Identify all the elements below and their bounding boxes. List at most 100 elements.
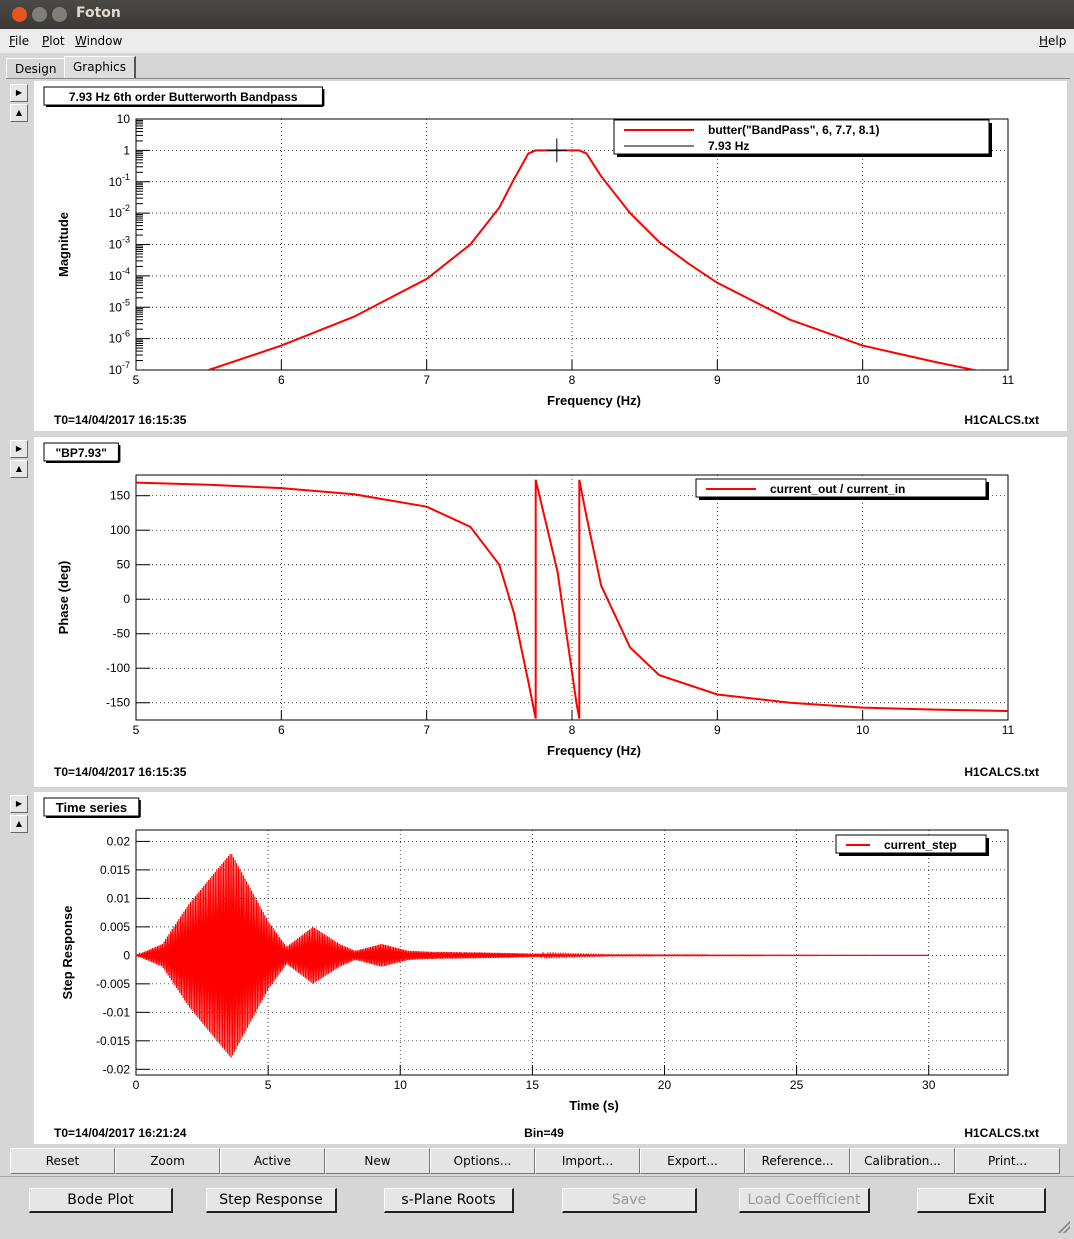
y-tick-label: 0.02 (107, 834, 131, 848)
x-tick-label: 0 (133, 1078, 140, 1092)
pad2-expand-right-icon[interactable]: ▶ (10, 440, 28, 458)
bode-plot-button[interactable]: Bode Plot (29, 1188, 173, 1213)
close-window-button[interactable] (12, 7, 27, 22)
phase-series-line (135, 479, 1009, 719)
active-button[interactable]: Active (220, 1148, 325, 1174)
start-time-label: T0=14/04/2017 16:21:24 (54, 1126, 187, 1140)
menu-file[interactable]: File (9, 34, 30, 48)
step-response-button[interactable]: Step Response (206, 1188, 337, 1213)
pad3-expand-right-icon[interactable]: ▶ (10, 795, 28, 813)
x-tick-label: 8 (569, 373, 576, 387)
plot-frame (135, 829, 1009, 1076)
magnitude-chart: 7.93 Hz 6th order Butterworth Bandpass Ma… (43, 86, 1039, 427)
x-tick-label: 6 (278, 373, 285, 387)
legend-entry: butter("BandPass", 6, 7.7, 8.1) (708, 123, 879, 137)
resize-grip-icon[interactable] (1058, 1221, 1070, 1233)
legend-box (695, 478, 987, 498)
s-plane-roots-button[interactable]: s-Plane Roots (384, 1188, 514, 1213)
file-name-label: H1CALCS.txt (964, 1126, 1039, 1140)
x-tick-label: 5 (133, 723, 140, 737)
menu-bar: File Plot Window Help (0, 29, 1074, 53)
y-tick-label: 0 (123, 948, 130, 962)
reset-button[interactable]: Reset (10, 1148, 115, 1174)
legend-box (613, 119, 990, 155)
export-button[interactable]: Export... (640, 1148, 745, 1174)
phase-plot-pad[interactable]: "BP7.93" Phase (deg) Frequency (Hz) T0=14/0… (34, 437, 1067, 787)
y-tick-label: 0.015 (100, 863, 130, 877)
print-button[interactable]: Print... (955, 1148, 1060, 1174)
y-tick-label: 100 (110, 523, 130, 537)
x-tick-label: 25 (790, 1078, 804, 1092)
y-axis-label: Magnitude (56, 212, 71, 277)
pad-title: "BP7.93" (55, 446, 106, 460)
y-tick-label: 10-1 (109, 172, 130, 189)
tab-graphics[interactable]: Graphics (64, 56, 136, 79)
x-tick-label: 9 (714, 373, 721, 387)
minimize-window-button[interactable] (32, 7, 47, 22)
graphics-panel: ▶ ▲ ▶ ▲ ▶ ▲ 7.93 Hz 6th order Butterwort… (6, 78, 1070, 1145)
legend-entry: current_step (884, 838, 957, 852)
bottom-action-bar: Bode Plot Step Response s-Plane Roots Save L… (0, 1176, 1074, 1239)
y-tick-label: 10-3 (109, 235, 130, 252)
y-tick-label: 150 (110, 489, 130, 503)
menu-plot[interactable]: Plot (42, 34, 65, 48)
pad1-collapse-up-icon[interactable]: ▲ (10, 104, 28, 122)
window-title: Foton (76, 5, 121, 21)
time-series-plot-pad[interactable]: Time series Step Response Time (s) T0=14/04… (34, 792, 1067, 1144)
x-tick-label: 8 (569, 723, 576, 737)
menu-help[interactable]: Help (1039, 34, 1067, 48)
calibration-button[interactable]: Calibration... (850, 1148, 955, 1174)
title-bar: Foton (0, 0, 1074, 29)
maximize-window-button[interactable] (52, 7, 67, 22)
y-tick-label: 1 (123, 143, 130, 157)
reference-button[interactable]: Reference... (745, 1148, 850, 1174)
exit-button[interactable]: Exit (917, 1188, 1046, 1213)
y-tick-label: -150 (106, 696, 130, 710)
y-tick-label: -0.015 (96, 1034, 130, 1048)
menu-window[interactable]: Window (75, 34, 123, 48)
start-time-label: T0=14/04/2017 16:15:35 (54, 413, 187, 427)
y-tick-label: 50 (117, 558, 131, 572)
load-coefficient-button[interactable]: Load Coefficient (739, 1188, 870, 1213)
pad1-expand-right-icon[interactable]: ▶ (10, 84, 28, 102)
x-axis-label: Frequency (Hz) (547, 393, 641, 408)
y-tick-label: 0 (123, 592, 130, 606)
step-response-chart: Time series Step Response Time (s) T0=14/04… (43, 797, 1039, 1140)
x-tick-label: 5 (265, 1078, 272, 1092)
options-button[interactable]: Options... (430, 1148, 535, 1174)
x-tick-label: 5 (133, 373, 140, 387)
x-tick-label: 15 (526, 1078, 540, 1092)
tab-design[interactable]: Design (6, 58, 66, 79)
phase-chart: "BP7.93" Phase (deg) Frequency (Hz) T0=14/0… (43, 442, 1039, 779)
pad3-collapse-up-icon[interactable]: ▲ (10, 815, 28, 833)
x-axis-label: Frequency (Hz) (547, 743, 641, 758)
x-tick-label: 10 (856, 373, 870, 387)
magnitude-series-line (208, 149, 980, 370)
y-tick-label: 0.005 (100, 920, 130, 934)
file-name-label: H1CALCS.txt (964, 413, 1039, 427)
new-button[interactable]: New (325, 1148, 430, 1174)
import-button[interactable]: Import... (535, 1148, 640, 1174)
zoom-button[interactable]: Zoom (115, 1148, 220, 1174)
legend-box (835, 834, 987, 854)
x-tick-label: 10 (394, 1078, 408, 1092)
x-tick-label: 10 (856, 723, 870, 737)
save-button[interactable]: Save (562, 1188, 697, 1213)
pad2-collapse-up-icon[interactable]: ▲ (10, 460, 28, 478)
y-axis-label: Phase (deg) (56, 561, 71, 635)
x-axis-label: Time (s) (569, 1098, 619, 1113)
y-tick-label: -0.02 (103, 1062, 131, 1076)
bin-label: Bin=49 (524, 1126, 564, 1140)
y-tick-label: 10-6 (109, 329, 130, 346)
x-tick-label: 11 (1002, 373, 1015, 387)
pad-title: Time series (56, 800, 127, 815)
x-tick-label: 7 (423, 723, 430, 737)
x-tick-label: 11 (1002, 723, 1015, 737)
y-tick-label: -50 (113, 627, 131, 641)
y-tick-label: -100 (106, 661, 130, 675)
x-tick-label: 9 (714, 723, 721, 737)
magnitude-plot-pad[interactable]: 7.93 Hz 6th order Butterworth Bandpass Ma… (34, 81, 1067, 431)
y-tick-label: -0.005 (96, 977, 130, 991)
x-tick-label: 30 (922, 1078, 936, 1092)
y-tick-label: 10-2 (109, 203, 130, 220)
